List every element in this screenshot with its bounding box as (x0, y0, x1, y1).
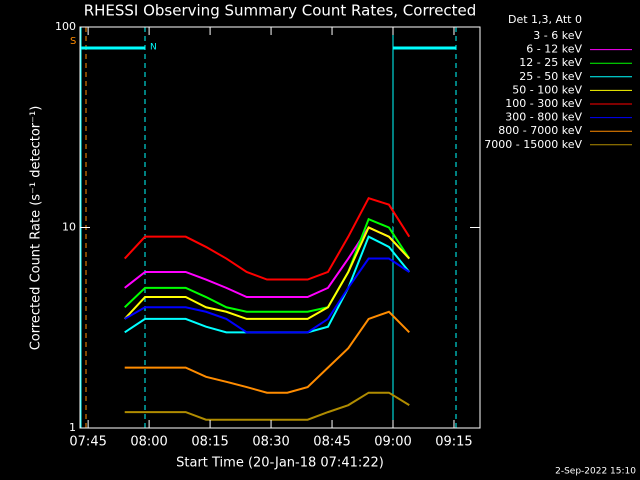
x-tick-label: 09:15 (435, 435, 472, 450)
legend-label: 3 - 6 keV (533, 29, 582, 42)
x-tick-label: 07:45 (69, 435, 106, 450)
plot-area (123, 196, 411, 421)
series-line (124, 310, 410, 394)
y-axis-label: Corrected Count Rate (s⁻¹ detector⁻¹) (29, 106, 44, 351)
night-label: N (150, 43, 157, 53)
series-line (124, 210, 411, 289)
legend-label: 800 - 7000 keV (498, 124, 582, 137)
series-line (124, 217, 411, 313)
series-line (123, 226, 411, 320)
legend-label: 6 - 12 keV (526, 43, 582, 56)
legend-label: 50 - 100 keV (512, 83, 582, 96)
series-line (124, 391, 410, 421)
series-line (123, 196, 411, 281)
footer: 2-Sep-2022 15:10 (555, 467, 636, 477)
legend-label: 300 - 800 keV (505, 111, 582, 124)
legend-label: 25 - 50 keV (519, 70, 582, 83)
chart-title: RHESSI Observing Summary Count Rates, Co… (84, 2, 477, 20)
x-tick-label: 08:30 (252, 435, 289, 450)
y-tick-label: 1 (69, 421, 76, 434)
saa-label: S (70, 36, 76, 47)
legend-title: Det 1,3, Att 0 (508, 13, 582, 26)
y-tick-label: 10 (62, 221, 76, 234)
legend-label: 100 - 300 keV (505, 97, 582, 110)
series-line (124, 257, 410, 334)
x-tick-label: 08:15 (191, 435, 228, 450)
x-axis-label: Start Time (20-Jan-18 07:41:22) (176, 456, 384, 471)
y-tick-label: 100 (55, 20, 76, 33)
x-tick-label: 08:00 (130, 435, 167, 450)
x-tick-label: 08:45 (313, 435, 350, 450)
legend-label: 7000 - 15000 keV (484, 138, 582, 151)
x-tick-label: 09:00 (374, 435, 411, 450)
legend-label: 12 - 25 keV (519, 56, 582, 69)
